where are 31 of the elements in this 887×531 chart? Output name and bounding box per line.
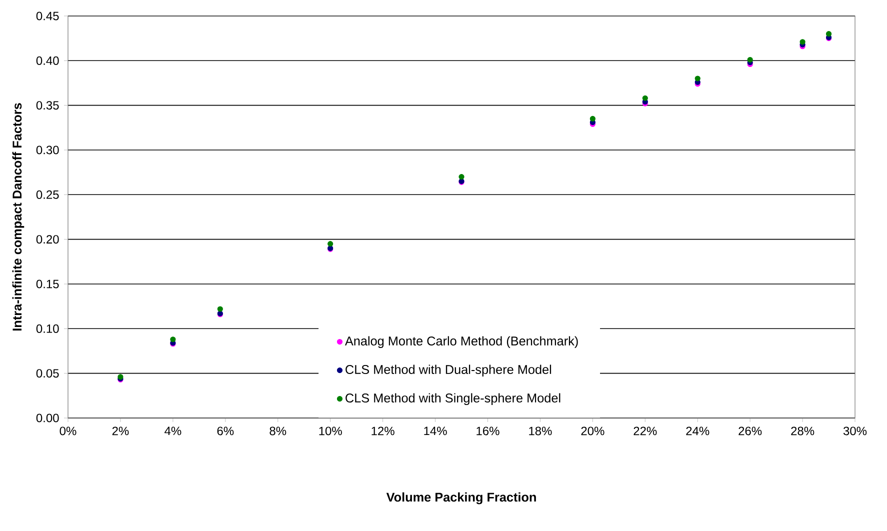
x-tick-label: 30% (843, 426, 867, 436)
x-tick-label: 8% (270, 426, 286, 436)
x-tick-label: 2% (112, 426, 129, 436)
x-tick-label: 14% (424, 426, 447, 436)
y-tick-label: 0.10 (36, 324, 59, 333)
y-tick-label: 0.30 (36, 146, 59, 154)
y-tick-label: 0.20 (36, 235, 59, 244)
x-tick-label: 26% (738, 426, 762, 436)
x-tick-label: 12% (372, 426, 394, 436)
y-tick-label: 0.25 (36, 190, 59, 199)
y-tick-label: 0.45 (36, 12, 59, 20)
x-axis-title: Volume Packing Fraction (386, 492, 536, 504)
y-tick-label: 0.05 (36, 369, 59, 378)
legend-label: CLS Method with Dual-sphere Model (346, 364, 552, 377)
y-tick-label: 0.35 (36, 101, 59, 110)
legend-label: Analog Monte Carlo Method (Benchmark) (344, 336, 578, 348)
x-tick-label: 16% (476, 426, 500, 436)
x-tick-label: 0% (60, 426, 76, 436)
x-tick-label: 20% (581, 426, 604, 436)
x-tick-label: 18% (529, 426, 552, 436)
x-tick-label: 22% (634, 426, 657, 436)
x-tick-label: 28% (791, 426, 814, 436)
y-tick-label: 0.15 (36, 280, 59, 288)
y-tick-label: 0.40 (36, 56, 59, 65)
y-tick-label: 0.00 (36, 414, 59, 422)
x-tick-label: 4% (164, 426, 182, 436)
x-tick-label: 24% (686, 426, 710, 436)
x-tick-label: 6% (217, 426, 234, 436)
x-tick-label: 10% (319, 426, 342, 436)
y-axis-title: Intra-infinite compact Dancoff Factors (12, 103, 24, 331)
legend-label: CLS Method with Single-sphere Model (346, 393, 560, 406)
